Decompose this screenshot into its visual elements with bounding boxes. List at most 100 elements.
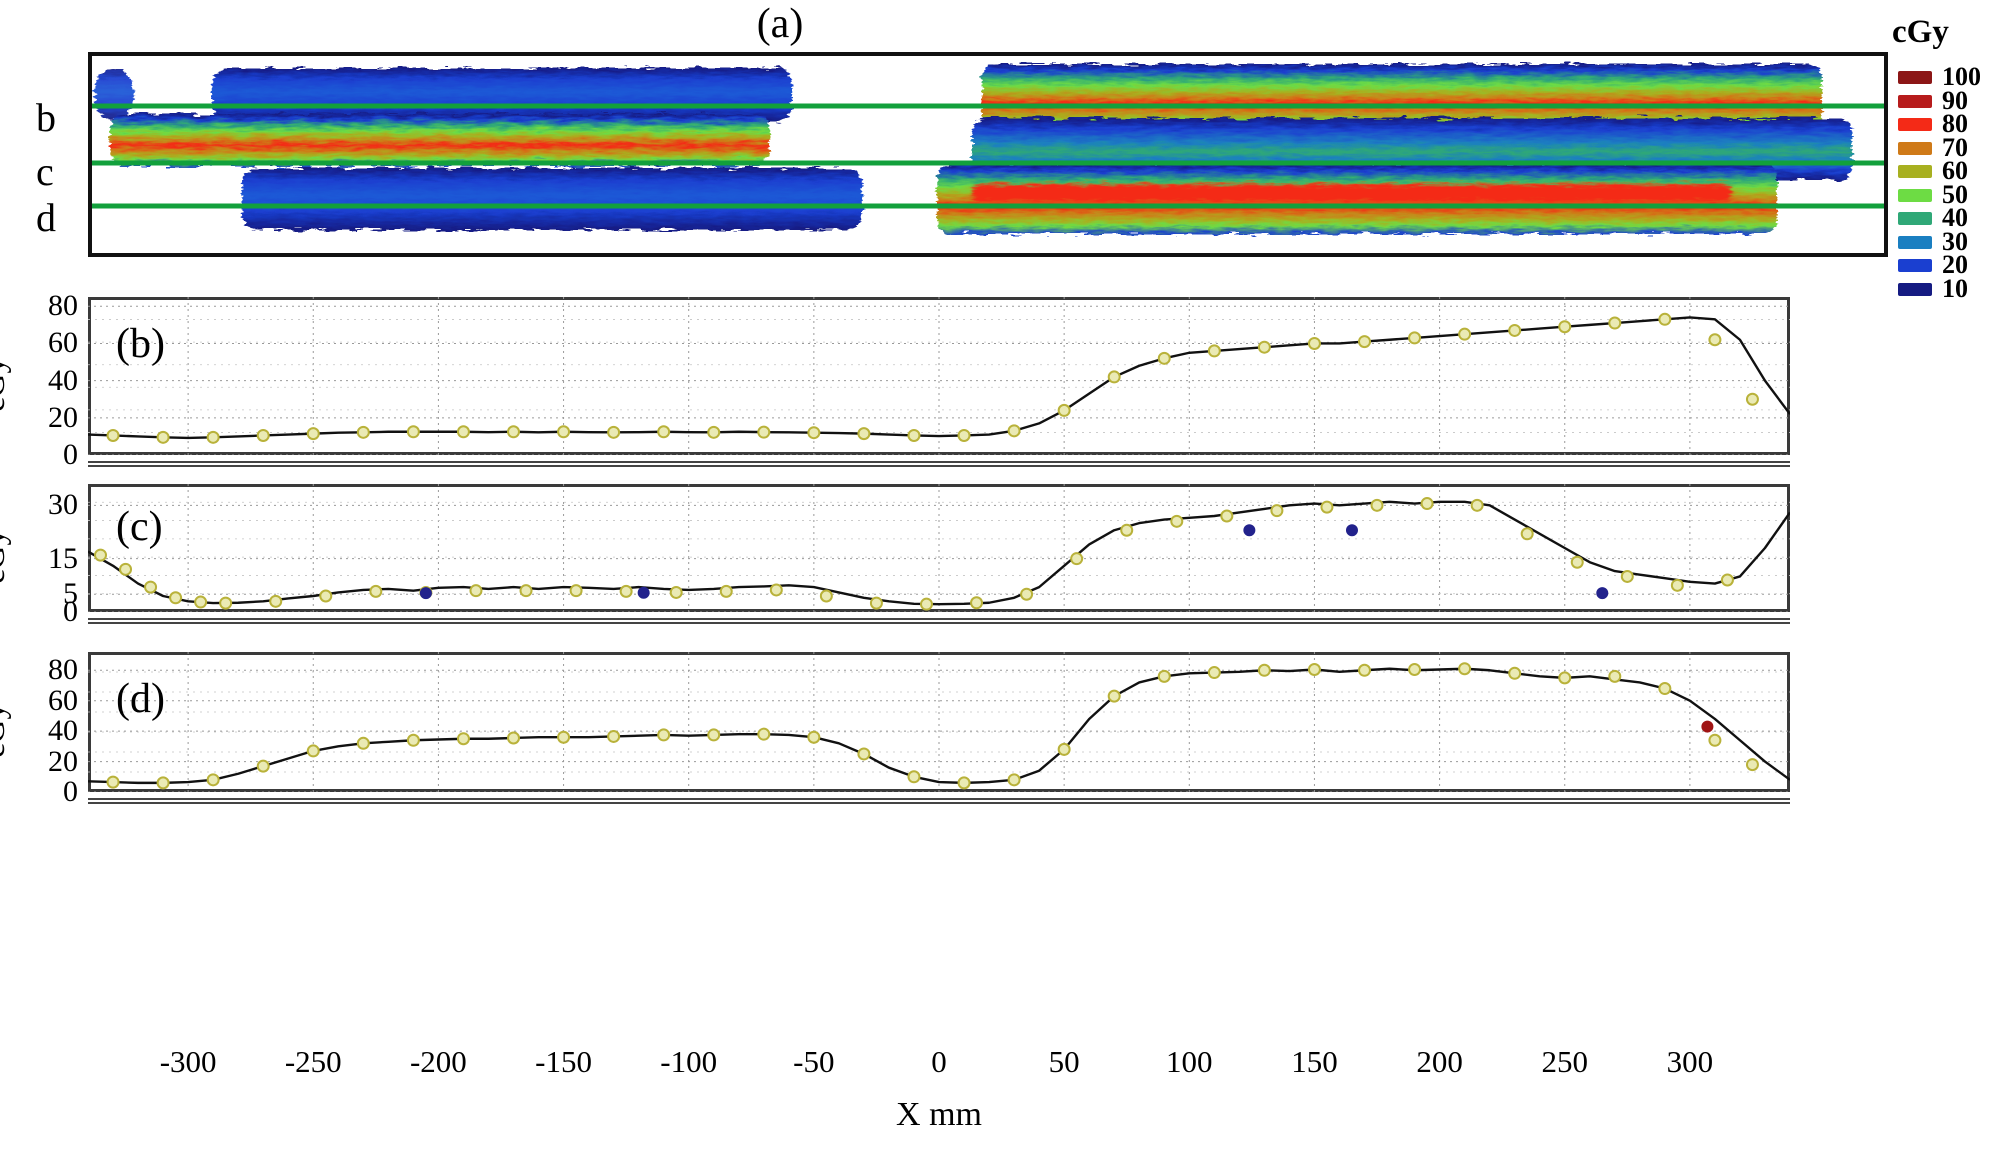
data-point-marker [256, 428, 270, 442]
plot-b-canvas [88, 297, 1790, 455]
data-point-marker [419, 587, 432, 600]
plot-panel-tag: (b) [116, 321, 165, 367]
data-point-marker [707, 728, 721, 742]
data-point-marker [1207, 666, 1221, 680]
legend-entry: 60 [1898, 158, 2000, 184]
x-axis-tick-label: 50 [1048, 1044, 1080, 1079]
y-axis-tick-label: 80 [48, 653, 78, 687]
data-point-marker [1007, 773, 1021, 787]
data-point-marker [607, 425, 621, 439]
data-point-marker [456, 425, 470, 439]
data-point-marker [256, 759, 270, 773]
legend-color-swatch [1898, 141, 1932, 155]
data-point-marker [1658, 682, 1672, 696]
data-point-marker [907, 428, 921, 442]
data-point-marker [1558, 320, 1572, 334]
dose-colorbar-legend: cGy 100 90 80 70 60 50 40 30 20 10 [1892, 8, 2000, 301]
legend-value-label: 50 [1942, 179, 1968, 209]
legend-color-swatch [1898, 235, 1932, 249]
data-point-marker [1670, 578, 1684, 592]
data-point-marker [957, 428, 971, 442]
data-point-marker [1745, 758, 1759, 772]
data-point-marker [356, 736, 370, 750]
data-point-marker [356, 425, 370, 439]
data-point-marker [1345, 524, 1358, 537]
data-point-marker [1558, 671, 1572, 685]
data-point-marker [1157, 351, 1171, 365]
data-point-marker [94, 548, 108, 562]
data-point-marker [1508, 666, 1522, 680]
data-point-marker [144, 580, 158, 594]
y-axis-tick-label: 60 [48, 683, 78, 717]
dose-map-image [92, 56, 1884, 253]
profile-curve [88, 500, 1790, 606]
legend-value-label: 100 [1942, 62, 1981, 91]
legend-value-label: 80 [1942, 109, 1968, 138]
plot-panel-tag: (d) [116, 676, 165, 722]
data-point-marker [319, 589, 333, 603]
y-axis-title: cGy [0, 703, 12, 758]
data-point-marker [1057, 403, 1071, 417]
data-point-marker [519, 584, 533, 598]
legend-color-swatch [1898, 282, 1932, 296]
y-axis-tick-label: 20 [48, 400, 78, 434]
data-point-marker [1458, 327, 1472, 341]
data-point-marker [1070, 552, 1084, 566]
data-point-marker [669, 585, 683, 599]
data-point-marker [819, 589, 833, 603]
data-point-marker [1257, 340, 1271, 354]
profile-row-label-c: c [36, 149, 54, 194]
data-point-marker [1007, 424, 1021, 438]
legend-title: cGy [1892, 14, 1949, 50]
profile-plot-c [88, 484, 1790, 612]
data-point-marker [456, 732, 470, 746]
profile-curve [88, 316, 1790, 440]
plot-c-canvas [88, 484, 1790, 612]
y-axis-tick-label: 20 [48, 744, 78, 778]
data-point-marker [1220, 509, 1234, 523]
data-point-marker [156, 430, 170, 444]
data-point-marker [1270, 504, 1284, 518]
data-point-marker [1207, 344, 1221, 358]
y-axis-tick-label: 40 [48, 714, 78, 748]
legend-color-swatch [1898, 188, 1932, 202]
data-point-marker [1596, 587, 1609, 600]
data-point-marker [169, 591, 183, 605]
legend-value-label: 10 [1942, 273, 1968, 303]
profile-row-label-d: d [36, 195, 56, 240]
data-point-marker [557, 730, 571, 744]
data-point-marker [1307, 663, 1321, 676]
data-point-marker [1658, 312, 1672, 326]
data-point-marker [106, 428, 120, 442]
data-point-marker [1620, 569, 1634, 583]
data-point-marker [156, 776, 170, 790]
data-point-marker [919, 597, 933, 611]
legend-color-swatch [1898, 71, 1932, 84]
x-axis-tick-label: -150 [535, 1044, 592, 1079]
plot-d-canvas [88, 652, 1790, 792]
data-point-marker [1358, 663, 1371, 677]
data-point-marker [719, 584, 733, 598]
legend-color-swatch [1898, 212, 1932, 225]
data-point-marker [1720, 573, 1734, 587]
legend-value-label: 40 [1942, 203, 1968, 232]
x-axis-tick-label: 150 [1291, 1044, 1338, 1079]
x-axis-tick-label: -200 [409, 1044, 467, 1079]
x-axis-tick-label: -50 [793, 1044, 835, 1079]
legend-value-label: 70 [1942, 132, 1968, 162]
data-point-marker [406, 425, 420, 439]
legend-entry: 90 [1898, 87, 2000, 114]
legend-entry: 20 [1898, 252, 2000, 278]
data-point-marker [1320, 500, 1334, 514]
data-point-marker [369, 584, 383, 598]
data-point-marker [1157, 669, 1171, 683]
data-point-marker [869, 596, 883, 610]
x-axis-tick-label: -300 [159, 1044, 217, 1079]
data-point-marker [1370, 498, 1384, 512]
data-point-marker [1408, 331, 1422, 345]
data-point-marker [1408, 663, 1422, 676]
y-axis-tick-label: 80 [48, 289, 78, 323]
data-point-marker [1257, 663, 1271, 677]
legend-color-swatch [1898, 118, 1932, 131]
legend-entry: 100 [1898, 62, 2000, 91]
